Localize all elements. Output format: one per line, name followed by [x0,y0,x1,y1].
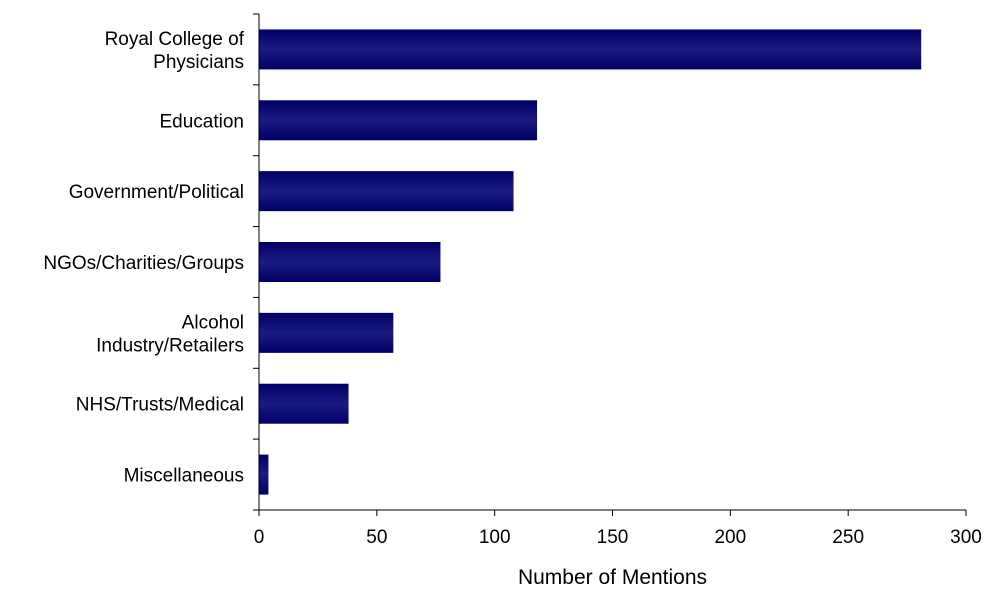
category-labels: Royal College of Physicians Education Gover… [43,29,244,487]
x-tick-label: 0 [254,527,265,548]
x-axis-title: Number of Mentions [518,566,707,589]
category-label-line: Miscellaneous [124,466,244,487]
bar-2 [259,100,538,141]
category-label: Education [159,111,244,132]
bar-6 [259,383,349,424]
x-tick-label: 200 [714,527,746,548]
category-label-line: Industry/Retailers [96,335,244,356]
x-tick-label: 50 [366,527,387,548]
category-label-line: Physicians [153,52,244,73]
category-label-line: Government/Political [69,182,244,203]
category-label-line: Alcohol [182,312,244,333]
x-tick-label: 150 [597,527,629,548]
category-label-line: NGOs/Charities/Groups [43,253,244,274]
category-label: Alcohol Industry/Retailers [96,312,244,356]
bar-3 [259,171,514,212]
bar-4 [259,242,441,282]
category-label: Royal College of Physicians [105,29,245,73]
category-label-line: Royal College of [105,29,245,50]
category-label: NHS/Trusts/Medical [76,395,244,416]
x-tick-label: 300 [950,527,982,548]
x-tick-labels: 0 50 100 150 200 250 300 [254,527,982,548]
x-tick-label: 250 [832,527,864,548]
category-label-line: Education [159,111,244,132]
category-label-line: NHS/Trusts/Medical [76,395,244,416]
bars-group [259,29,922,495]
axes-group [253,13,967,516]
bar-5 [259,312,394,353]
category-label: Miscellaneous [124,466,244,487]
x-tick-label: 100 [479,527,511,548]
category-label: NGOs/Charities/Groups [43,253,244,274]
category-label: Government/Political [69,182,244,203]
bar-7 [259,454,269,495]
bar-1 [259,29,922,70]
